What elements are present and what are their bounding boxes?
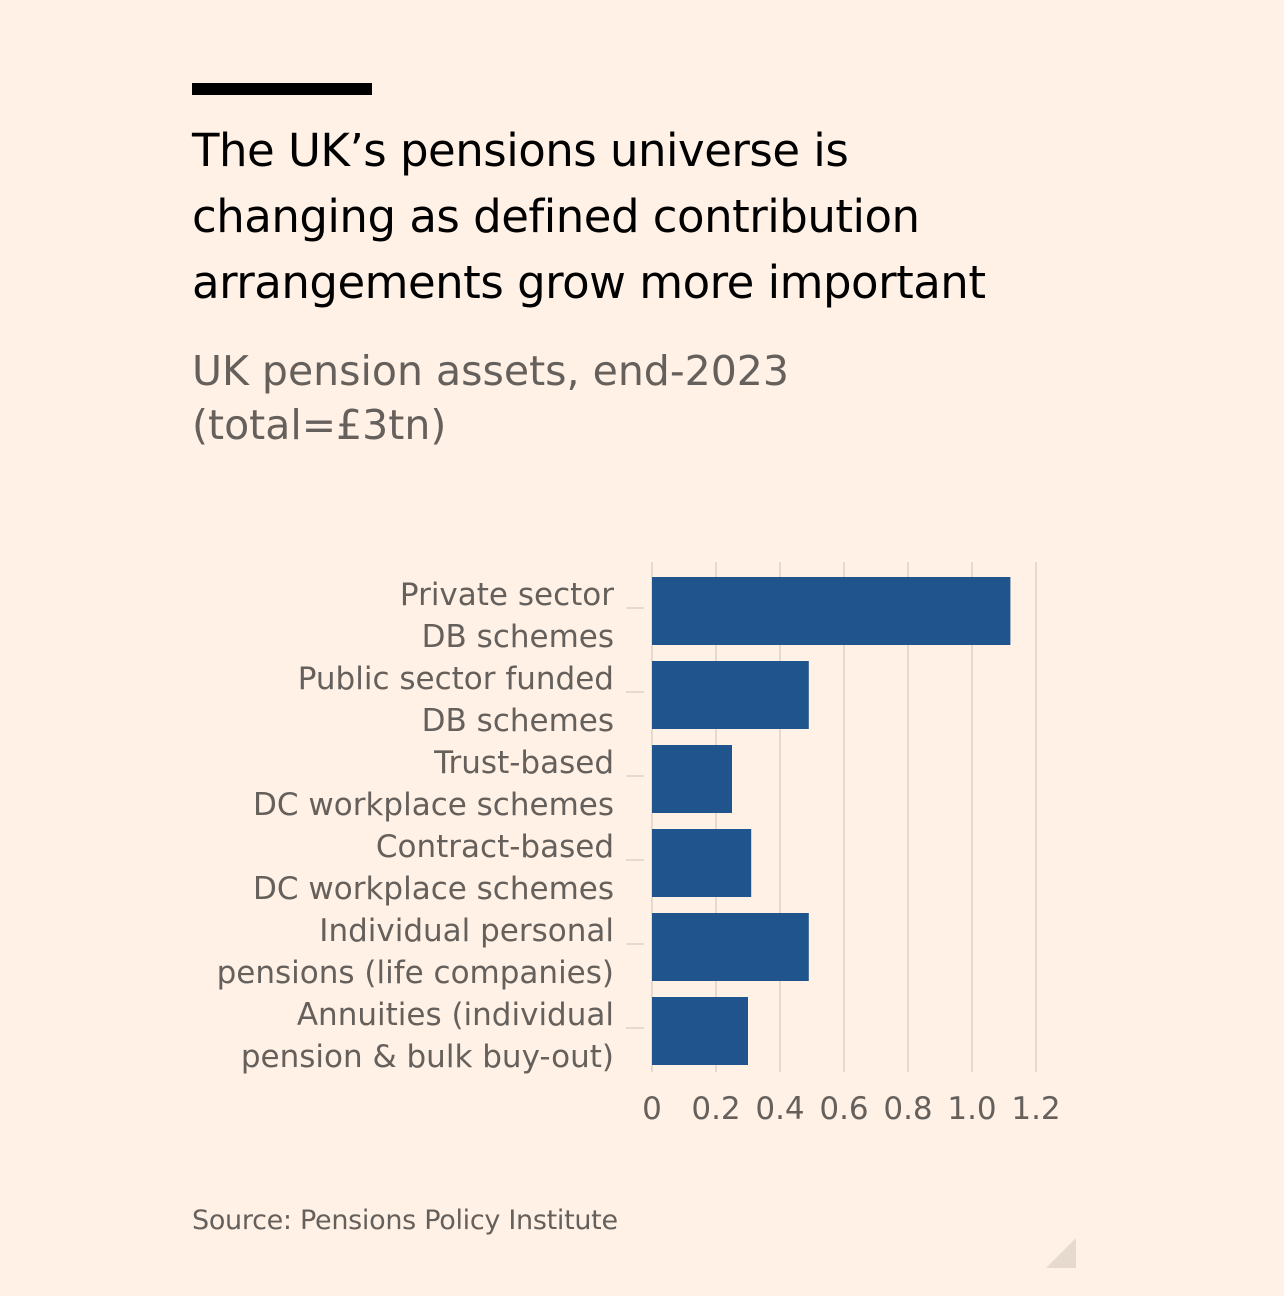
x-tick-label: 0 [642,1091,662,1127]
bar [652,829,752,897]
bar [652,997,748,1065]
x-tick-label: 1.0 [947,1091,996,1127]
bar [652,913,809,981]
x-tick-label: 0.6 [819,1091,868,1127]
bar [652,577,1011,645]
category-label: DC workplace schemes [253,787,614,823]
source-note: Source: Pensions Policy Institute [192,1205,618,1236]
category-label: Contract-based [376,829,614,865]
chart-subtitle: UK pension assets, end-2023 (total=£3tn) [192,344,992,452]
category-label: Trust-based [433,745,614,781]
bar [652,661,809,729]
gridlines [626,562,1037,1072]
chart-title-line: The UK’s pensions universe is [192,124,849,177]
category-label: DB schemes [422,619,614,655]
category-label: Individual personal [319,913,614,949]
bars [652,577,1011,1065]
category-label: pensions (life companies) [217,955,614,991]
category-label: Public sector funded [298,661,614,697]
x-tick-label: 0.2 [691,1091,740,1127]
chart-title: The UK’s pensions universe is changing a… [192,118,1092,316]
chart-title-line: arrangements grow more important [192,256,986,309]
bar-chart: Private sector DB schemes Public sector fu… [217,562,1061,1127]
top-rule [192,83,372,95]
chart-title-line: changing as defined contribution [192,190,920,243]
category-label: DB schemes [422,703,614,739]
category-label: pension & bulk buy-out) [241,1039,614,1075]
category-labels: Private sector DB schemes Public sector fu… [217,577,615,1075]
x-tick-label: 0.8 [883,1091,932,1127]
x-tick-label: 1.2 [1011,1091,1060,1127]
x-axis-ticks: 0 0.2 0.4 0.6 0.8 1.0 1.2 [642,1091,1061,1127]
category-label: DC workplace schemes [253,871,614,907]
category-label: Annuities (individual [297,997,614,1033]
corner-mark-icon [1046,1238,1076,1268]
bar [652,745,732,813]
chart-subtitle-line: UK pension assets, end-2023 [192,347,789,395]
chart-subtitle-line: (total=£3tn) [192,401,447,449]
category-label: Private sector [400,577,614,613]
x-tick-label: 0.4 [755,1091,804,1127]
